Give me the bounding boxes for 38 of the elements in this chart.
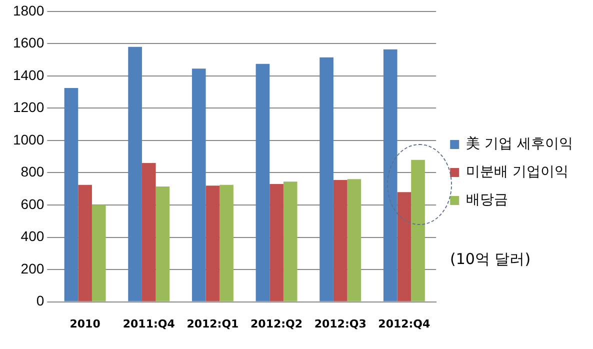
bar	[283, 182, 298, 302]
x-tick-label: 2011:Q4	[122, 317, 176, 330]
bar	[333, 180, 348, 302]
x-tick-label: 2012:Q3	[314, 317, 366, 330]
bar	[411, 160, 425, 302]
y-tick-label: 1000	[12, 131, 44, 148]
bar	[256, 64, 270, 302]
y-tick-label: 400	[20, 228, 44, 244]
y-tick-label: 1400	[12, 66, 44, 83]
y-tick-label: 600	[20, 196, 44, 212]
legend-label: 배당금	[466, 192, 508, 208]
bar	[192, 68, 206, 302]
x-tick-label: 2012:Q1	[186, 317, 239, 330]
x-tick-label: 2010	[70, 317, 101, 330]
bar	[220, 184, 234, 302]
bar	[347, 179, 362, 302]
bar	[64, 88, 78, 302]
bar	[320, 57, 334, 302]
bar	[397, 192, 412, 302]
bar	[156, 186, 170, 302]
y-tick-label: 1800	[12, 2, 44, 18]
y-tick-label: 200	[20, 260, 44, 276]
x-tick-label: 2012:Q4	[378, 317, 431, 330]
bar	[142, 163, 156, 302]
legend-label: 美 기업 세후이익	[466, 136, 574, 152]
y-tick-label: 0	[36, 292, 44, 309]
bar	[92, 205, 106, 302]
y-tick-label: 800	[20, 164, 44, 180]
bar	[270, 184, 284, 302]
bar	[78, 184, 92, 302]
y-tick-label: 1600	[12, 34, 44, 51]
bar	[128, 46, 142, 302]
bar	[206, 186, 220, 302]
legend-label: 미분배 기업이익	[466, 164, 569, 180]
x-tick-label: 2012:Q2	[250, 317, 303, 330]
bar	[383, 49, 398, 302]
text: (10억 달러)	[450, 250, 531, 269]
y-tick-label: 1200	[12, 99, 44, 116]
